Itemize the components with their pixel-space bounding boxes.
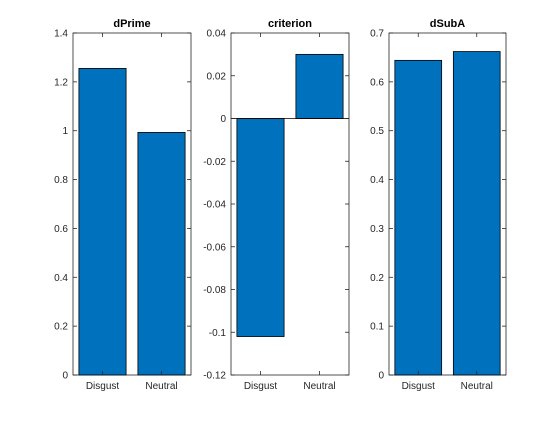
bar-disgust <box>394 59 443 376</box>
y-tick-label: 0.2 <box>370 273 384 284</box>
y-tick-label: 0.6 <box>370 77 384 88</box>
y-tick-label: 0.7 <box>370 29 384 40</box>
bar-neutral <box>137 132 186 376</box>
panel-title: criterion <box>268 18 312 30</box>
x-tick-label: Disgust <box>244 381 278 392</box>
x-tick-label: Neutral <box>303 381 335 392</box>
y-tick-label: 0.1 <box>370 322 384 333</box>
y-tick-label: 0 <box>62 371 68 382</box>
axes-box <box>388 32 507 376</box>
y-tick-label: -0.02 <box>203 157 226 168</box>
y-tick-label: 0.4 <box>370 175 384 186</box>
y-tick-label: 0.3 <box>370 224 384 235</box>
y-tick-label: 0.04 <box>207 29 227 40</box>
y-tick-label: 0 <box>378 371 384 382</box>
y-tick-label: 0 <box>220 114 226 125</box>
bar-disgust <box>236 118 285 337</box>
y-tick-label: 0.4 <box>54 273 68 284</box>
y-tick-label: 0.6 <box>54 224 68 235</box>
x-tick-label: Neutral <box>461 381 493 392</box>
x-tick-label: Disgust <box>402 381 436 392</box>
bar-neutral <box>452 51 501 376</box>
bar-neutral <box>295 53 344 119</box>
y-tick-label: 1 <box>62 126 68 137</box>
y-tick-label: 1.4 <box>54 29 68 40</box>
y-tick-label: 0.02 <box>207 71 227 82</box>
panel-title: dSubA <box>430 18 465 30</box>
axes-box <box>72 32 192 376</box>
y-tick-label: 0.2 <box>54 322 68 333</box>
y-tick-label: 1.2 <box>54 77 68 88</box>
y-tick-label: -0.04 <box>203 200 226 211</box>
bar-disgust <box>78 68 127 376</box>
x-tick-label: Neutral <box>145 381 177 392</box>
y-tick-label: -0.1 <box>209 328 227 339</box>
panel-dSubA: 0 0.1 0.2 0.3 0.4 0.5 0.6 0.7 Disgust Neutral dSub… <box>370 18 507 392</box>
y-tick-label: 0.5 <box>370 126 384 137</box>
x-tick-label: Disgust <box>86 381 120 392</box>
panel-dPrime: 0 0.2 0.4 0.6 0.8 1 1.2 1.4 Disgust Neutral dPrime <box>54 18 192 392</box>
y-tick-label: -0.08 <box>203 285 226 296</box>
panel-title: dPrime <box>113 18 150 30</box>
y-tick-label: -0.06 <box>203 242 226 253</box>
panel-criterion: -0.12 -0.1 -0.08 -0.06 -0.04 -0.02 0 0.02 0.04 Di… <box>203 18 350 392</box>
y-tick-label: 0.8 <box>54 175 68 186</box>
y-tick-label: -0.12 <box>203 371 226 382</box>
